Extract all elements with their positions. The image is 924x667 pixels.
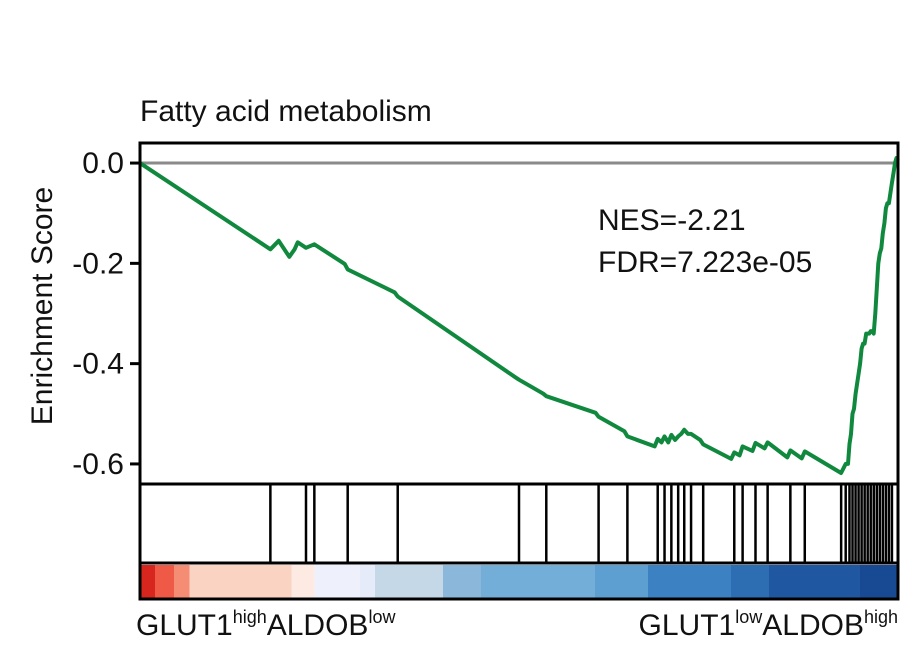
y-tick-label: -0.6 (72, 448, 124, 481)
nes-annotation: NES=-2.21 (598, 204, 746, 237)
y-axis-label: Enrichment Score (26, 187, 59, 425)
y-tick-label: -0.4 (72, 348, 124, 381)
ranking-bar-frame (138, 561, 900, 601)
chart-title: Fatty acid metabolism (140, 95, 432, 128)
ranking-color-bar (140, 565, 898, 598)
y-tick-labels: 0.0 -0.2 -0.4 -0.6 (72, 147, 124, 481)
y-tick-label: 0.0 (82, 147, 124, 180)
fdr-annotation: FDR=7.223e-05 (598, 246, 812, 279)
enrichment-score-line (138, 156, 900, 475)
y-tick-label: -0.2 (72, 247, 124, 280)
y-tick-marks (130, 161, 140, 466)
enrichment-panel-frame (138, 141, 900, 486)
right-group-label: GLUT1lowALDOBhigh (639, 607, 898, 642)
hit-lines (269, 485, 894, 562)
left-group-label: GLUT1highALDOBlow (136, 607, 396, 642)
